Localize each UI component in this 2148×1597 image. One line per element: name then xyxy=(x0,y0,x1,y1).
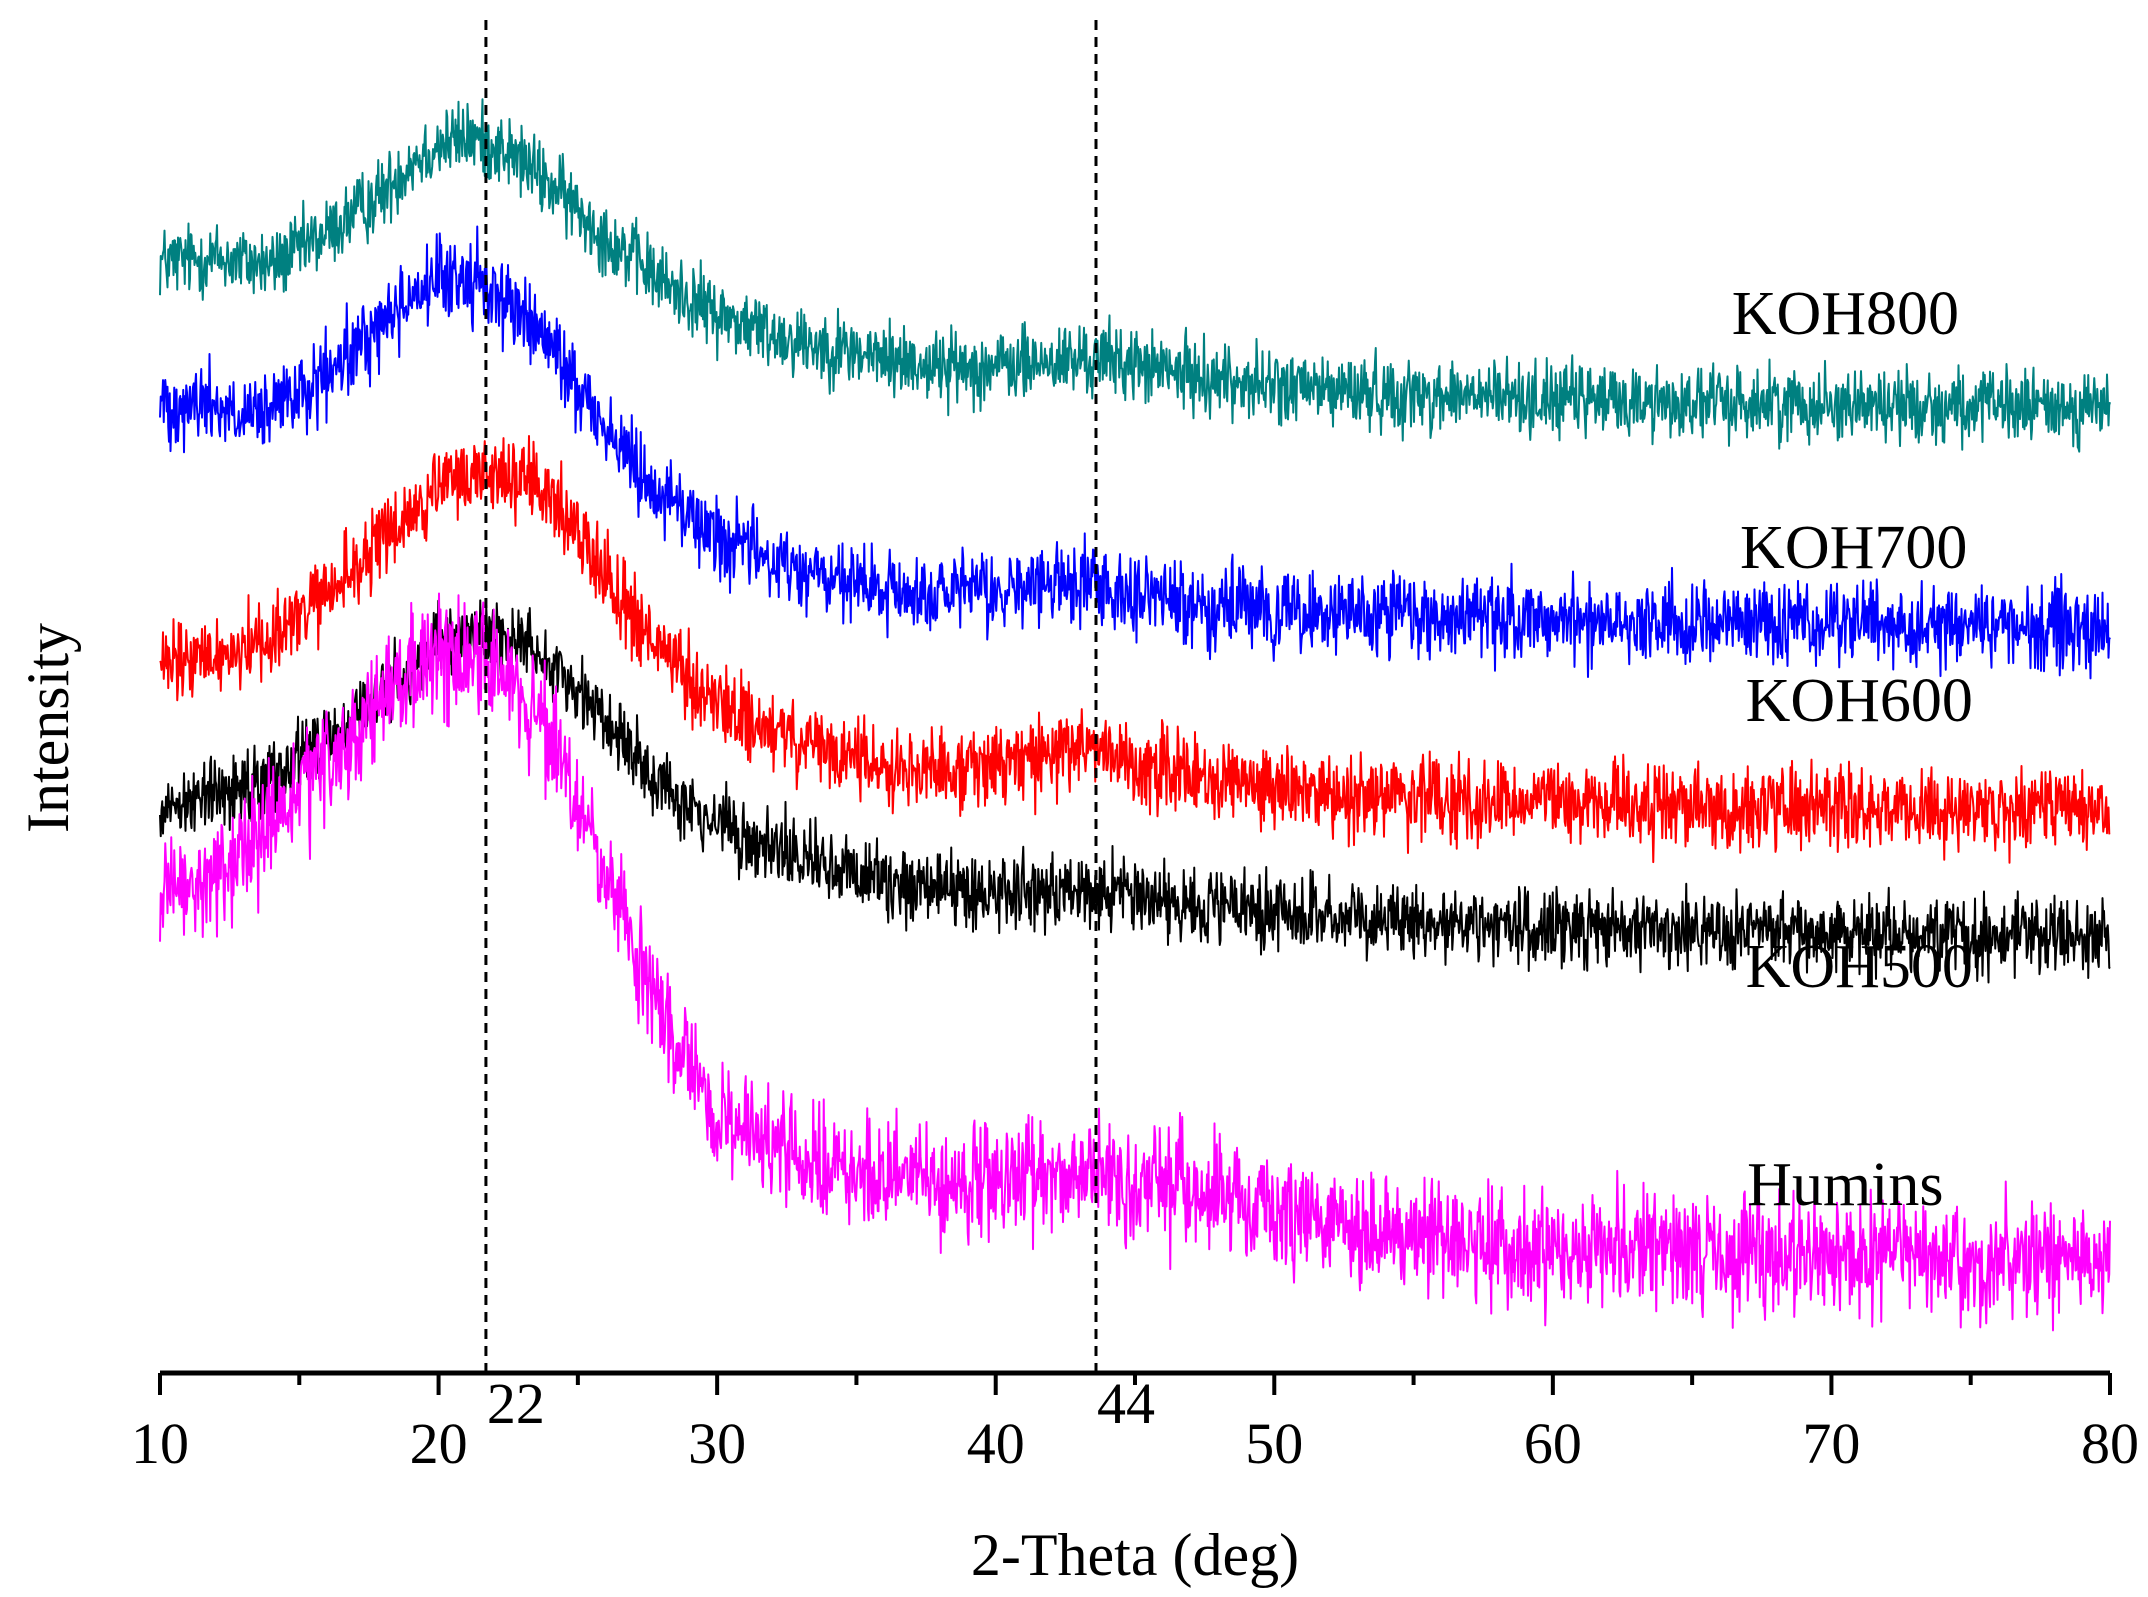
x-axis: 10 20 30 40 50 60 70 80 xyxy=(131,1370,2139,1476)
series-label-koh800: KOH800 xyxy=(1732,280,1959,348)
x-tick-label: 80 xyxy=(2081,1411,2139,1476)
x-tick-label: 30 xyxy=(688,1411,746,1476)
x-tick-label: 20 xyxy=(410,1411,468,1476)
x-tick-label: 70 xyxy=(1802,1411,1860,1476)
x-tick-label: 10 xyxy=(131,1411,189,1476)
series-label-koh500: KOH500 xyxy=(1746,933,1973,1001)
x-tick-label: 40 xyxy=(967,1411,1025,1476)
reference-label-44: 44 xyxy=(1097,1371,1155,1436)
x-axis-title: 2-Theta (deg) xyxy=(971,1522,1299,1588)
x-tick-label: 50 xyxy=(1245,1411,1303,1476)
reference-label-22: 22 xyxy=(487,1371,545,1436)
series-label-koh700: KOH700 xyxy=(1740,514,1967,582)
series-labels: KOH800 KOH700 KOH600 KOH500 Humins xyxy=(1732,280,1973,1219)
series-label-koh600: KOH600 xyxy=(1746,667,1973,735)
series-humins-line xyxy=(159,592,2111,1332)
series-label-humins: Humins xyxy=(1747,1151,1943,1219)
y-axis-title: Intensity xyxy=(15,623,81,833)
x-tick-label: 60 xyxy=(1524,1411,1582,1476)
reference-lines: 22 44 xyxy=(484,20,1155,1436)
